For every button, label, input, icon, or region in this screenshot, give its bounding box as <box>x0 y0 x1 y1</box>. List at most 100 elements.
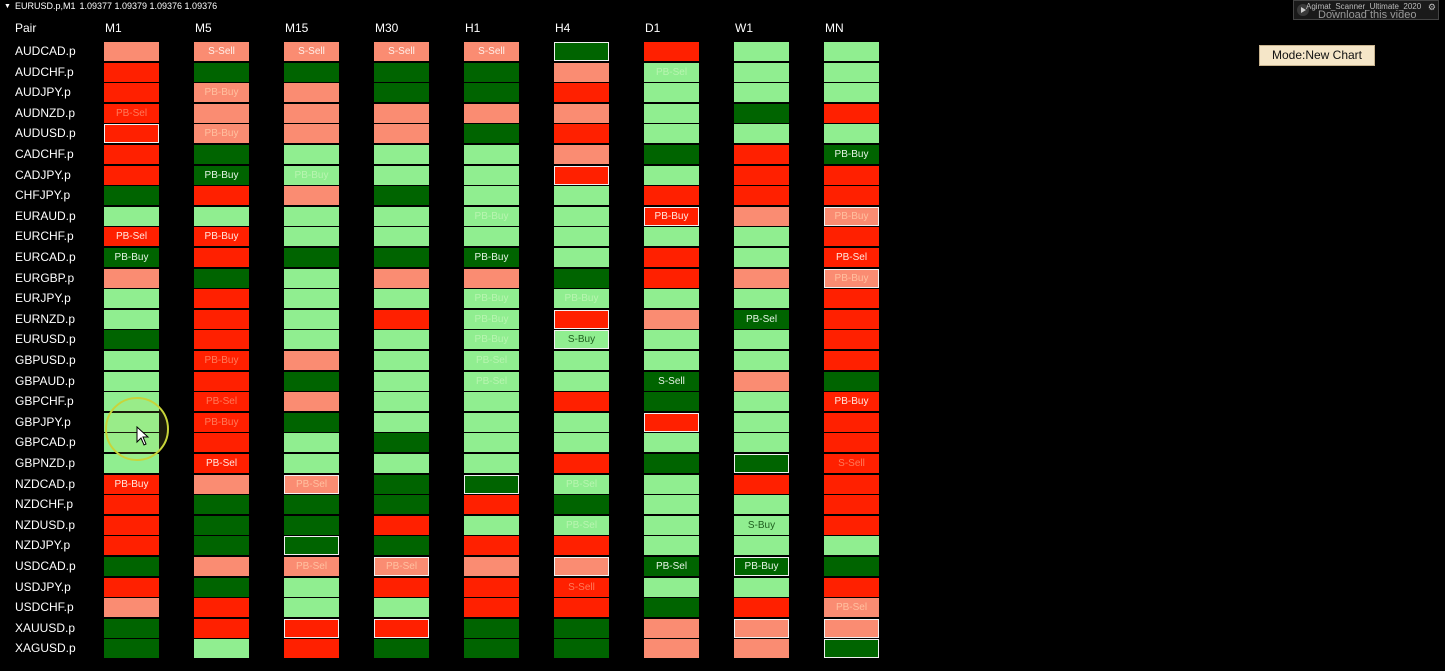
signal-cell[interactable] <box>374 83 429 102</box>
signal-cell[interactable] <box>374 454 429 473</box>
signal-cell[interactable] <box>284 392 339 411</box>
signal-cell[interactable] <box>554 83 609 102</box>
signal-cell[interactable] <box>554 619 609 638</box>
signal-cell[interactable] <box>554 124 609 143</box>
signal-cell[interactable] <box>734 495 789 514</box>
pair-label[interactable]: CADCHF.p <box>15 147 74 161</box>
signal-cell[interactable] <box>734 392 789 411</box>
signal-cell[interactable] <box>554 536 609 555</box>
signal-cell[interactable] <box>464 557 519 576</box>
signal-cell[interactable]: PB-Buy <box>194 166 249 185</box>
signal-cell[interactable] <box>374 536 429 555</box>
signal-cell[interactable] <box>464 475 519 494</box>
signal-cell[interactable] <box>824 186 879 205</box>
signal-cell[interactable] <box>104 598 159 617</box>
signal-cell[interactable] <box>554 413 609 432</box>
signal-cell[interactable] <box>734 124 789 143</box>
signal-cell[interactable] <box>644 227 699 246</box>
signal-cell[interactable] <box>374 351 429 370</box>
signal-cell[interactable] <box>374 433 429 452</box>
signal-cell[interactable] <box>644 619 699 638</box>
signal-cell[interactable] <box>824 536 879 555</box>
pair-label[interactable]: XAGUSD.p <box>15 641 76 655</box>
pair-label[interactable]: GBPCHF.p <box>15 394 74 408</box>
signal-cell[interactable] <box>464 83 519 102</box>
signal-cell[interactable]: PB-Sel <box>644 63 699 82</box>
signal-cell[interactable] <box>104 639 159 658</box>
signal-cell[interactable] <box>644 351 699 370</box>
signal-cell[interactable] <box>554 42 609 61</box>
signal-cell[interactable] <box>734 578 789 597</box>
signal-cell[interactable]: PB-Buy <box>554 289 609 308</box>
signal-cell[interactable] <box>734 83 789 102</box>
signal-cell[interactable] <box>464 516 519 535</box>
signal-cell[interactable] <box>374 269 429 288</box>
signal-cell[interactable] <box>464 433 519 452</box>
signal-cell[interactable] <box>734 351 789 370</box>
signal-cell[interactable] <box>194 104 249 123</box>
signal-cell[interactable] <box>734 104 789 123</box>
signal-cell[interactable] <box>734 454 789 473</box>
signal-cell[interactable] <box>284 63 339 82</box>
signal-cell[interactable] <box>374 475 429 494</box>
signal-cell[interactable] <box>194 639 249 658</box>
signal-cell[interactable]: PB-Sel <box>824 248 879 267</box>
signal-cell[interactable]: PB-Buy <box>194 351 249 370</box>
signal-cell[interactable] <box>464 536 519 555</box>
signal-cell[interactable]: S-Buy <box>554 330 609 349</box>
gear-icon[interactable]: ⚙ <box>1427 2 1436 12</box>
signal-cell[interactable] <box>284 372 339 391</box>
signal-cell[interactable] <box>554 454 609 473</box>
signal-cell[interactable] <box>644 42 699 61</box>
signal-cell[interactable] <box>554 248 609 267</box>
signal-cell[interactable] <box>374 310 429 329</box>
signal-cell[interactable] <box>824 83 879 102</box>
signal-cell[interactable] <box>284 351 339 370</box>
signal-cell[interactable] <box>824 413 879 432</box>
signal-cell[interactable] <box>284 495 339 514</box>
pair-label[interactable]: USDCHF.p <box>15 600 74 614</box>
signal-cell[interactable] <box>464 63 519 82</box>
signal-cell[interactable]: PB-Buy <box>464 207 519 226</box>
signal-cell[interactable]: PB-Sel <box>464 351 519 370</box>
signal-cell[interactable]: PB-Sel <box>194 454 249 473</box>
signal-cell[interactable] <box>104 495 159 514</box>
signal-cell[interactable] <box>644 413 699 432</box>
signal-cell[interactable] <box>284 516 339 535</box>
signal-cell[interactable] <box>734 145 789 164</box>
signal-cell[interactable]: PB-Buy <box>824 269 879 288</box>
pair-label[interactable]: AUDCAD.p <box>15 44 76 58</box>
signal-cell[interactable]: PB-Buy <box>824 145 879 164</box>
pair-label[interactable]: AUDUSD.p <box>15 126 76 140</box>
signal-cell[interactable]: PB-Sel <box>734 310 789 329</box>
signal-cell[interactable]: PB-Sel <box>284 557 339 576</box>
dropdown-arrow-icon[interactable]: ▼ <box>4 3 11 10</box>
signal-cell[interactable]: PB-Sel <box>554 475 609 494</box>
pair-label[interactable]: AUDNZD.p <box>15 106 76 120</box>
signal-cell[interactable] <box>374 248 429 267</box>
signal-cell[interactable]: PB-Buy <box>104 475 159 494</box>
signal-cell[interactable] <box>284 536 339 555</box>
signal-cell[interactable] <box>104 145 159 164</box>
signal-cell[interactable] <box>824 619 879 638</box>
signal-cell[interactable] <box>374 372 429 391</box>
signal-cell[interactable] <box>644 516 699 535</box>
signal-cell[interactable]: PB-Sel <box>824 598 879 617</box>
signal-cell[interactable]: PB-Sel <box>464 372 519 391</box>
signal-cell[interactable] <box>464 413 519 432</box>
signal-cell[interactable] <box>554 227 609 246</box>
signal-cell[interactable] <box>644 598 699 617</box>
signal-cell[interactable] <box>104 63 159 82</box>
signal-cell[interactable] <box>824 227 879 246</box>
signal-cell[interactable] <box>644 475 699 494</box>
signal-cell[interactable] <box>824 495 879 514</box>
signal-cell[interactable] <box>824 639 879 658</box>
signal-cell[interactable] <box>194 475 249 494</box>
pair-label[interactable]: GBPJPY.p <box>15 415 71 429</box>
signal-cell[interactable] <box>554 372 609 391</box>
signal-cell[interactable] <box>284 330 339 349</box>
signal-cell[interactable] <box>644 289 699 308</box>
signal-cell[interactable] <box>284 413 339 432</box>
download-video-link[interactable]: Download this video <box>1318 9 1417 20</box>
signal-cell[interactable]: PB-Sel <box>104 227 159 246</box>
